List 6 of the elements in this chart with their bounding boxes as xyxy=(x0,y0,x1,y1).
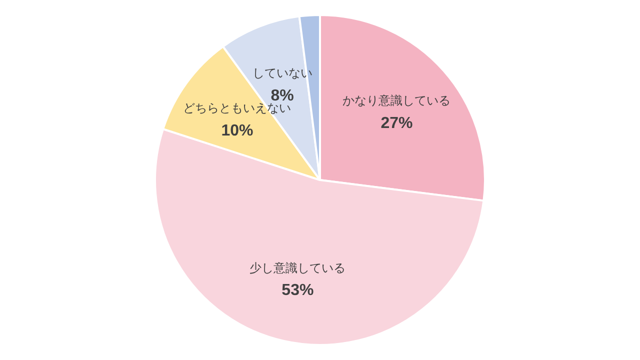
data-label: 10% xyxy=(221,122,254,140)
slice-label: かなり意識している xyxy=(342,93,451,108)
slice-label: していない xyxy=(252,66,312,80)
data-label: 27% xyxy=(380,114,413,132)
data-label: 53% xyxy=(282,282,314,300)
slice-label: 少し意識している xyxy=(250,260,346,275)
